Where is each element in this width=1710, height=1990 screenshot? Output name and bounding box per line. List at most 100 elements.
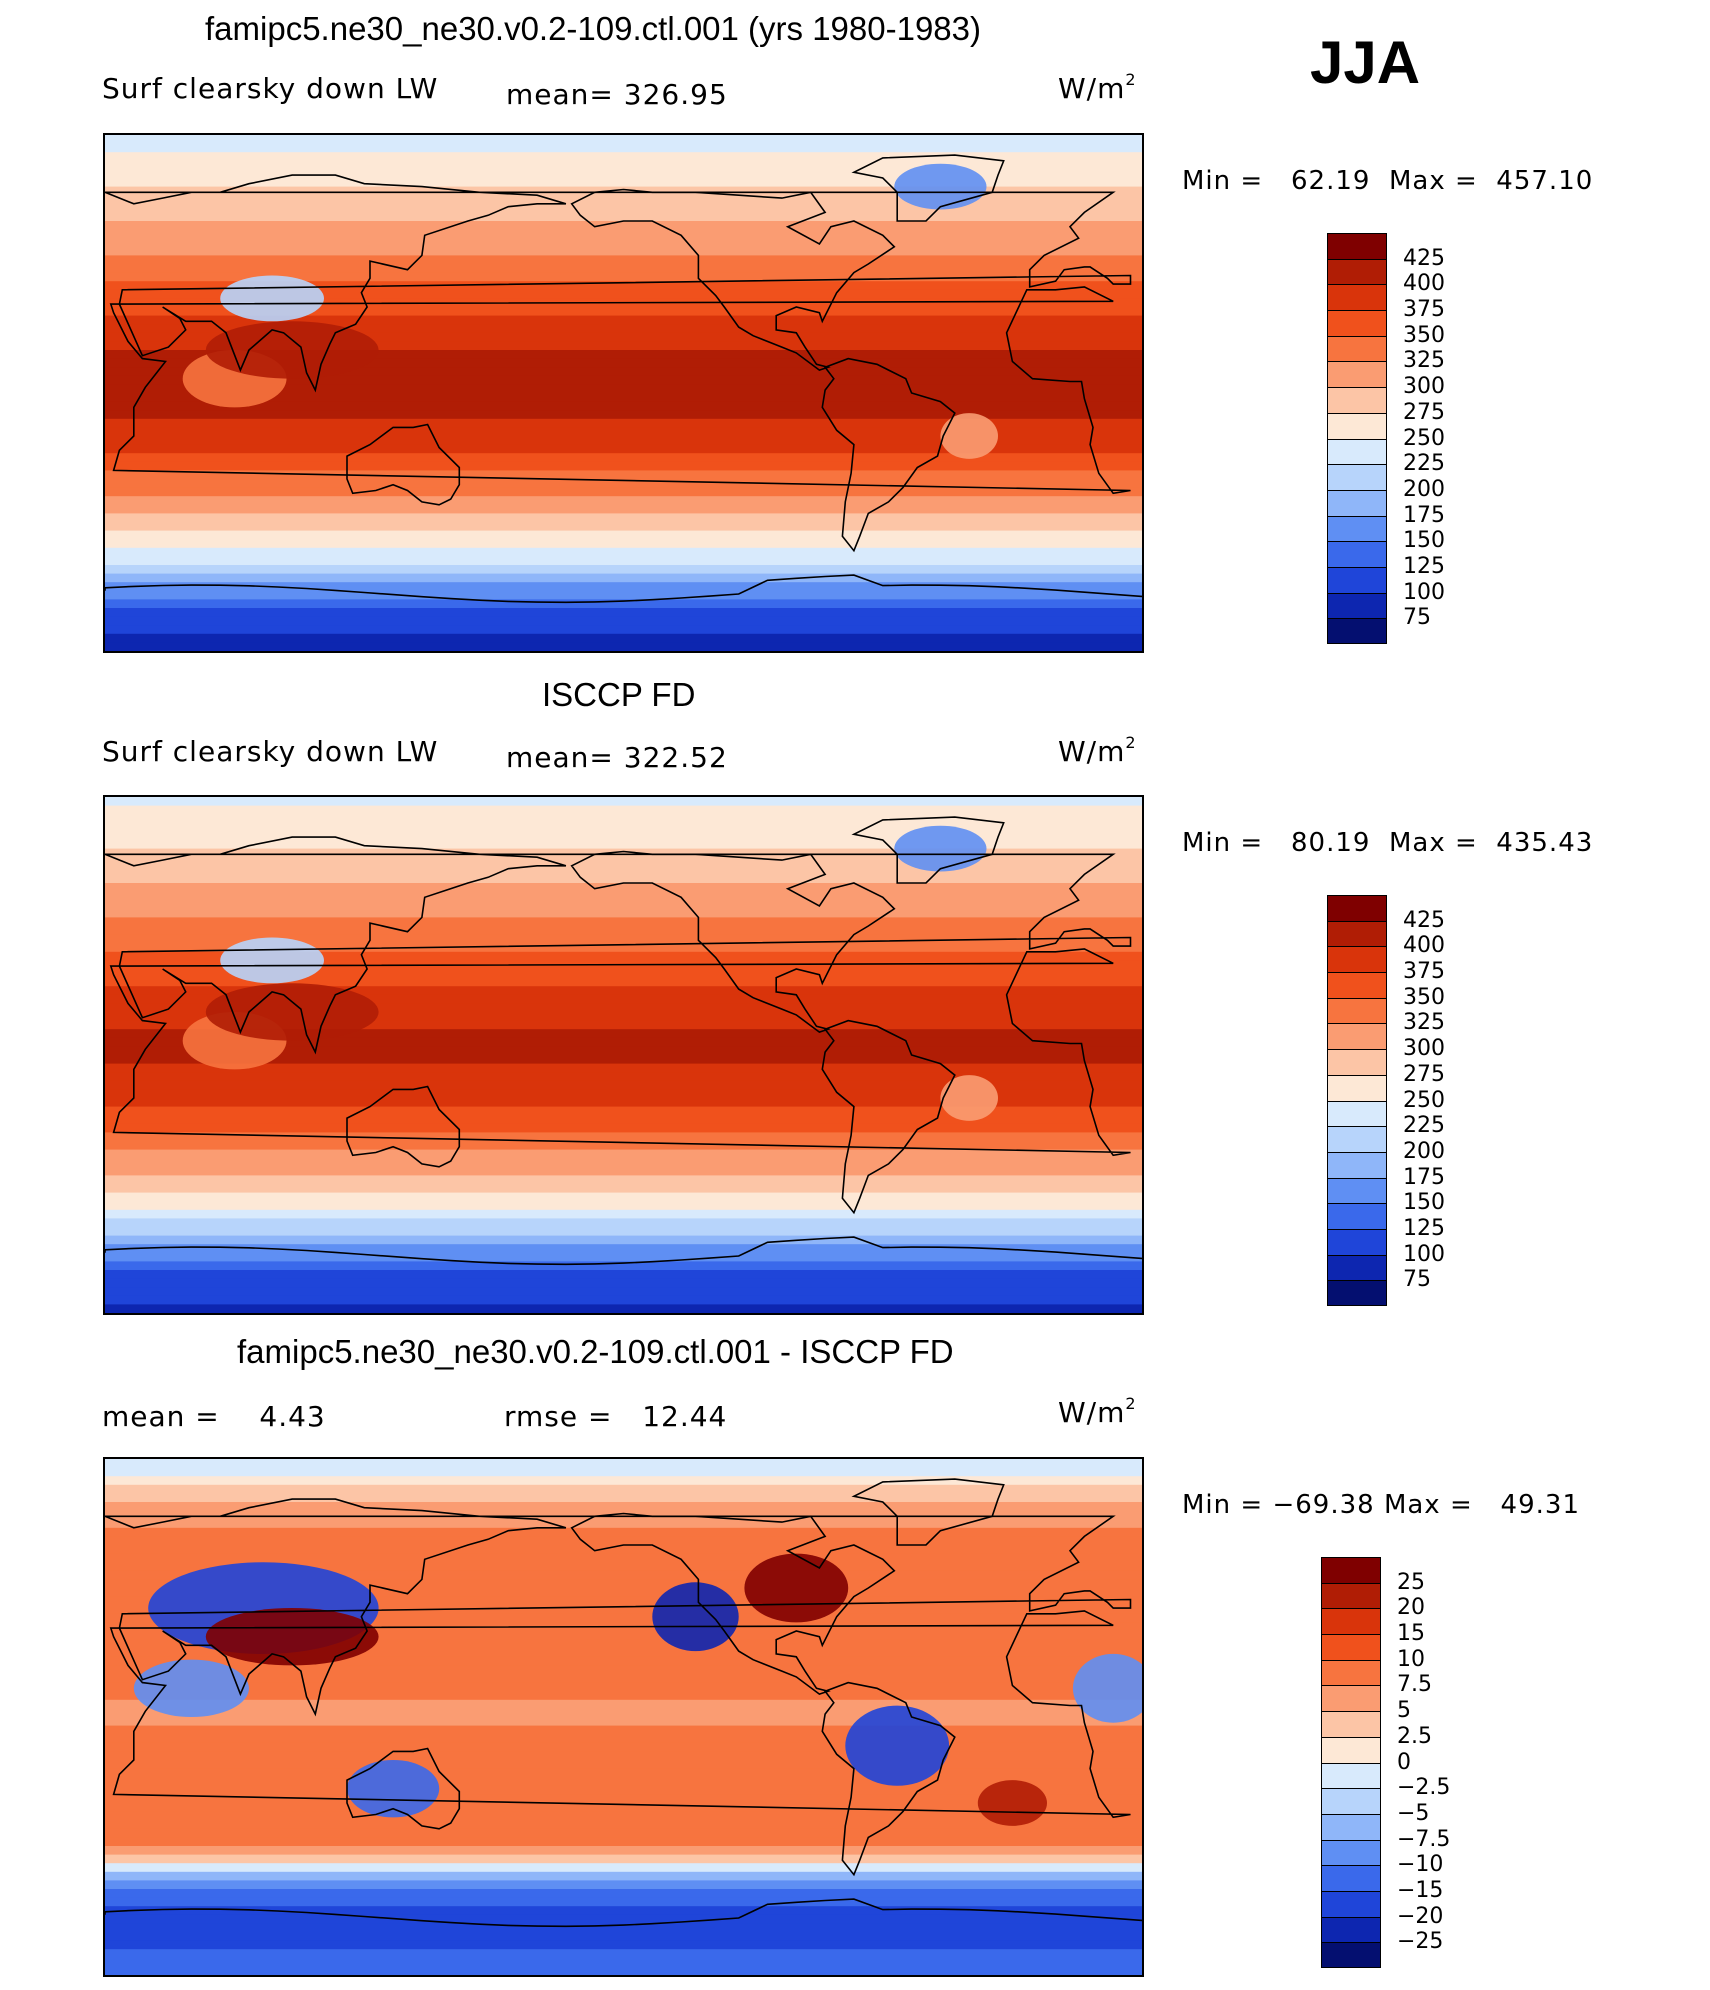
- coastline: [105, 836, 1132, 1055]
- field-band: [105, 1966, 1142, 1975]
- colorbar-swatch: [1328, 362, 1386, 389]
- panel2-colorbar: 425 400 375 350 325 300 275 250 225 200 175 150 125 1…: [1327, 895, 1445, 1306]
- field-band: [105, 1545, 1142, 1555]
- field-band: [105, 1708, 1142, 1718]
- colorbar-swatch: [1328, 439, 1386, 466]
- colorbar-tick-label: 425: [1403, 907, 1445, 933]
- field-band: [105, 556, 1142, 566]
- field-band: [105, 212, 1142, 222]
- field-band: [105, 1244, 1142, 1254]
- field-band: [105, 418, 1142, 428]
- field-feature: [220, 937, 324, 984]
- colorbar-tick-label: 100: [1403, 1241, 1445, 1267]
- field-band: [105, 1037, 1142, 1047]
- colorbar-tick-label: 200: [1403, 476, 1445, 502]
- colorbar-tick-label: 175: [1403, 1164, 1445, 1190]
- colorbar-tick-label: 175: [1403, 502, 1445, 528]
- colorbar-tick-label: 0: [1397, 1749, 1411, 1775]
- colorbar-swatch: [1328, 619, 1386, 643]
- field-band: [105, 393, 1142, 403]
- colorbar-tick-label: 150: [1403, 528, 1445, 554]
- colorbar-swatch: [1328, 1229, 1386, 1256]
- field-feature: [205, 983, 379, 1041]
- panel2-map-svg: [105, 797, 1142, 1313]
- colorbar-swatch: [1328, 896, 1386, 922]
- colorbar-swatch: [1328, 947, 1386, 974]
- field-band: [105, 1166, 1142, 1176]
- field-band: [105, 1493, 1142, 1503]
- field-band: [105, 1820, 1142, 1830]
- panel3-map-svg: [105, 1459, 1142, 1975]
- colorbar-swatch: [1322, 1583, 1380, 1610]
- field-band: [105, 1811, 1142, 1821]
- field-band: [105, 1854, 1142, 1864]
- field-band: [105, 1098, 1142, 1108]
- field-band: [105, 350, 1142, 360]
- field-band: [105, 1201, 1142, 1211]
- colorbar-swatch: [1328, 1075, 1386, 1102]
- field-band: [105, 229, 1142, 239]
- field-band: [105, 436, 1142, 446]
- field-band: [105, 1072, 1142, 1082]
- field-band: [105, 1192, 1142, 1202]
- field-band: [105, 1510, 1142, 1520]
- coastline: [109, 286, 1131, 495]
- field-band: [105, 264, 1142, 274]
- colorbar-tick-label: 150: [1403, 1190, 1445, 1216]
- colorbar-tick-label: 10: [1397, 1646, 1425, 1672]
- coastline: [570, 1512, 896, 1695]
- field-band: [105, 547, 1142, 557]
- colorbar-swatch: [1328, 259, 1386, 286]
- colorbar-swatch: [1328, 1204, 1386, 1230]
- field-band: [105, 1132, 1142, 1142]
- panel1-variable-label: Surf clearsky down LW: [102, 72, 439, 105]
- colorbar-tick-label: 7.5: [1397, 1672, 1432, 1698]
- field-band: [105, 814, 1142, 824]
- colorbar-swatch: [1328, 285, 1386, 312]
- coastline: [821, 1681, 956, 1877]
- colorbar-tick-label: 400: [1403, 933, 1445, 959]
- field-band: [105, 160, 1142, 170]
- field-band: [105, 281, 1142, 291]
- colorbar-tick-label: 15: [1397, 1621, 1425, 1647]
- colorbar-swatch: [1322, 1660, 1380, 1687]
- field-band: [105, 453, 1142, 463]
- field-band: [105, 926, 1142, 936]
- field-band: [105, 1914, 1142, 1924]
- field-band: [105, 1871, 1142, 1881]
- field-band: [105, 1295, 1142, 1305]
- colorbar-tick-label: 100: [1403, 579, 1445, 605]
- colorbar-tick-label: 75: [1403, 1267, 1431, 1293]
- field-band: [105, 1106, 1142, 1116]
- panel2-mean: mean= 322.52: [506, 741, 728, 774]
- field-band: [105, 1476, 1142, 1486]
- panel2-min-max: Min = 80.19 Max = 435.43: [1182, 828, 1594, 858]
- panel2-coastlines: [105, 816, 1142, 1266]
- field-band: [105, 848, 1142, 858]
- field-band: [105, 530, 1142, 540]
- coastline: [851, 816, 1005, 884]
- colorbar-tick-label: −20: [1397, 1903, 1444, 1929]
- field-band: [105, 221, 1142, 231]
- field-band: [105, 1940, 1142, 1950]
- colorbar-swatch: [1328, 336, 1386, 363]
- field-feature: [940, 1075, 998, 1121]
- colorbar-tick-label: −25: [1397, 1929, 1444, 1955]
- colorbar-swatch: [1322, 1814, 1380, 1841]
- field-band: [105, 1751, 1142, 1761]
- colorbar-swatch: [1322, 1609, 1380, 1636]
- field-band: [105, 1184, 1142, 1194]
- field-band: [105, 513, 1142, 523]
- colorbar-swatch: [1328, 1024, 1386, 1051]
- field-band: [105, 1080, 1142, 1090]
- field-band: [105, 1209, 1142, 1219]
- field-feature: [205, 321, 379, 379]
- colorbar-swatch: [1328, 593, 1386, 620]
- field-band: [105, 1123, 1142, 1133]
- colorbar-tick-label: 75: [1403, 605, 1431, 631]
- colorbar-tick-label: −2.5: [1397, 1775, 1451, 1801]
- coastline: [570, 188, 896, 371]
- field-band: [105, 608, 1142, 618]
- field-band: [105, 289, 1142, 299]
- colorbar-swatch: [1328, 1127, 1386, 1153]
